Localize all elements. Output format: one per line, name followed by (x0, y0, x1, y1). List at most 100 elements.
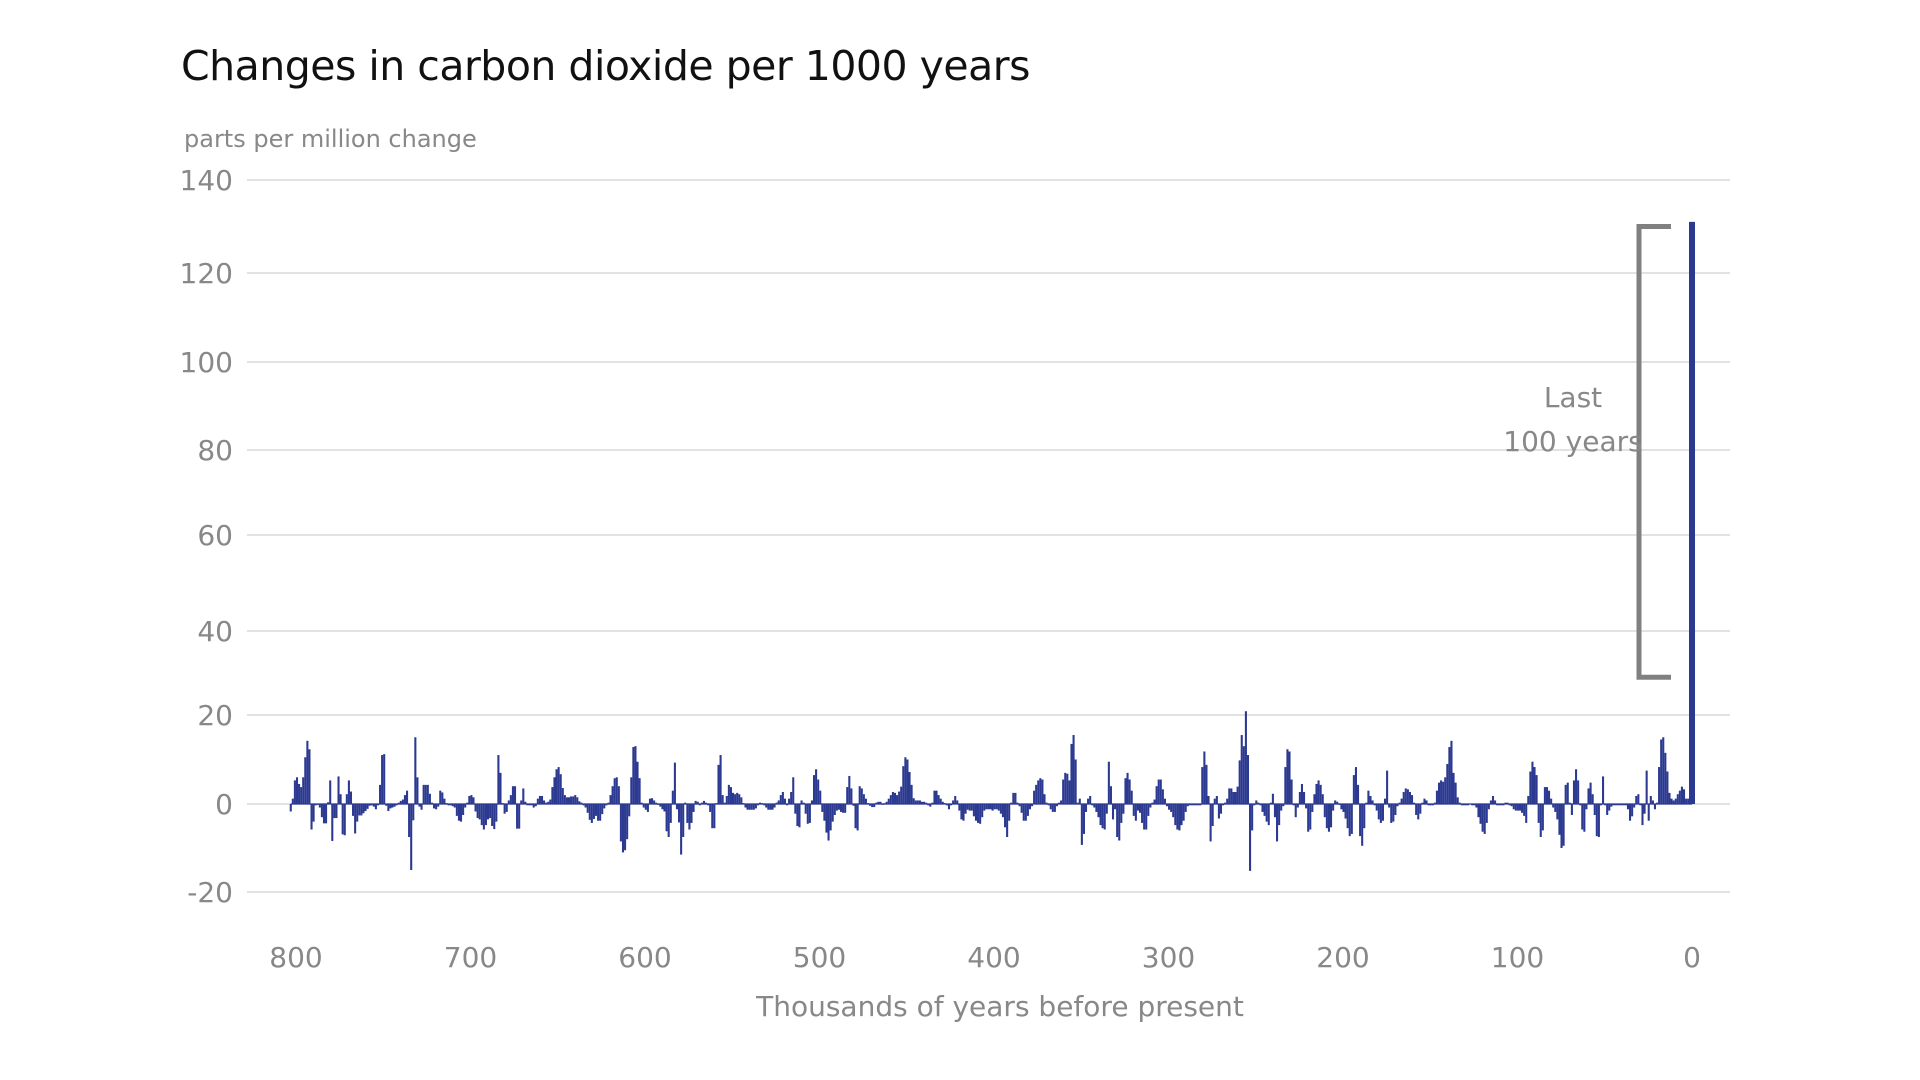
bar (628, 804, 631, 817)
bar (1157, 779, 1160, 804)
bar (590, 804, 593, 823)
bar (659, 804, 662, 807)
bar (1184, 804, 1187, 812)
x-tick-label: 300 (1142, 941, 1195, 974)
bar (1122, 804, 1125, 814)
bar (1548, 790, 1551, 804)
bar (1410, 795, 1414, 804)
bar (1278, 804, 1281, 826)
bar (1072, 735, 1075, 804)
bar (476, 804, 479, 819)
bar (1637, 794, 1640, 804)
bar (362, 804, 365, 814)
bar (1296, 804, 1299, 808)
bar (935, 790, 938, 804)
bar (1450, 740, 1453, 804)
bar (543, 800, 546, 804)
bar (999, 804, 1002, 814)
bar (638, 778, 641, 804)
bar (1483, 804, 1486, 834)
bar (1423, 798, 1426, 804)
bar (950, 804, 953, 806)
bar (690, 804, 693, 823)
bar (1057, 802, 1061, 804)
bar (536, 798, 539, 804)
bar (646, 804, 649, 812)
bar (474, 804, 477, 812)
bar (790, 791, 793, 804)
bar (1514, 804, 1517, 811)
bar (1674, 798, 1677, 804)
x-tick-label: 0 (1683, 941, 1701, 974)
bar (962, 804, 965, 821)
bar (678, 804, 681, 823)
bar (1126, 772, 1129, 804)
bar (1496, 804, 1499, 806)
bar (1595, 804, 1598, 837)
bar (1163, 798, 1166, 804)
bar (846, 787, 849, 804)
bar (979, 804, 982, 824)
bar (1583, 804, 1586, 832)
y-tick-label: 140 (180, 164, 233, 197)
bar (1190, 804, 1193, 806)
bar (684, 802, 687, 804)
bar (1564, 784, 1567, 804)
bar (1608, 804, 1611, 811)
bar (381, 755, 384, 804)
bar (1244, 711, 1247, 804)
bar (1253, 804, 1256, 806)
bar (347, 780, 350, 804)
bar (455, 804, 458, 816)
y-tick-label: 20 (197, 699, 233, 732)
bar (1114, 804, 1117, 810)
bar (1340, 804, 1343, 810)
bar (1572, 780, 1576, 804)
bar (1365, 802, 1368, 804)
bar (842, 804, 845, 813)
bar (765, 804, 768, 808)
bar (898, 791, 901, 804)
bar (862, 794, 865, 804)
bar (1066, 773, 1069, 804)
bar (1485, 804, 1488, 823)
bar (1282, 804, 1285, 807)
bar (1047, 804, 1050, 806)
x-tick-label: 800 (269, 941, 322, 974)
bar (491, 804, 494, 826)
bar (692, 804, 695, 812)
bar (1477, 804, 1480, 818)
bar (995, 804, 998, 810)
bar (1271, 793, 1274, 804)
bar (815, 769, 818, 804)
bar (698, 804, 701, 806)
bar (333, 804, 336, 819)
bar (1535, 775, 1538, 804)
bar (1464, 804, 1468, 806)
bar (312, 804, 315, 822)
bar (426, 784, 429, 804)
bar (1267, 804, 1270, 826)
bar (1508, 804, 1511, 806)
bar (1460, 804, 1463, 806)
bar-present-spike (1689, 221, 1695, 805)
bar (449, 804, 452, 806)
bar (1660, 739, 1663, 804)
bar (1381, 804, 1384, 821)
bar (1217, 804, 1220, 819)
bar (555, 769, 558, 804)
bar (939, 798, 942, 804)
bar (561, 787, 564, 804)
bar (1043, 794, 1046, 804)
bar (694, 800, 697, 804)
bar (1269, 802, 1272, 804)
bar (1386, 770, 1389, 804)
bar (852, 804, 855, 806)
bar (289, 804, 292, 812)
bar (1120, 804, 1123, 823)
bar (941, 801, 944, 804)
bar (1165, 804, 1169, 807)
bar (651, 798, 654, 804)
bar (1371, 800, 1374, 804)
bar (1516, 804, 1519, 811)
